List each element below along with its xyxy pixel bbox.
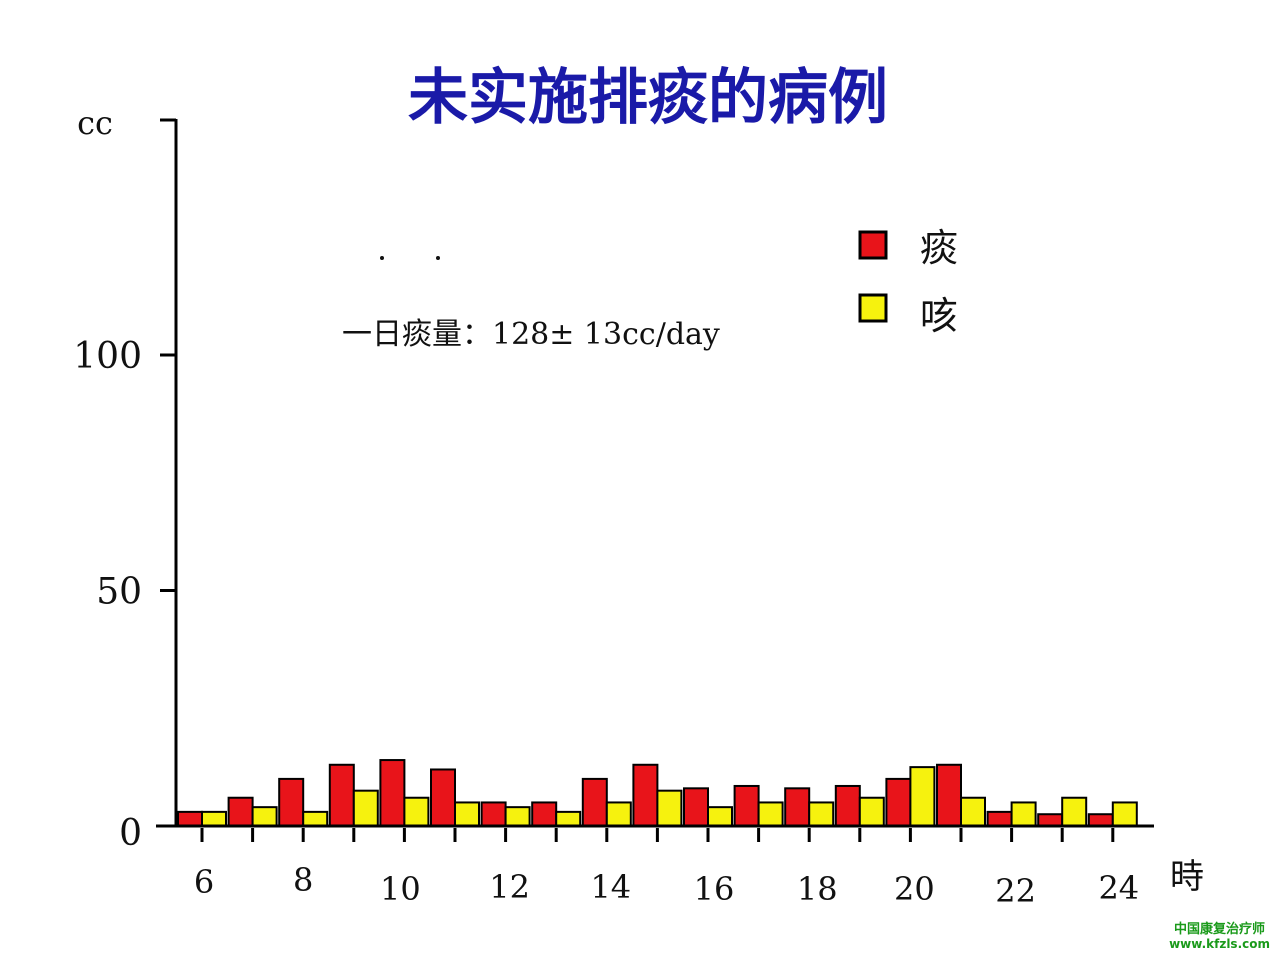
bar-sputum-17 [733,784,760,828]
bar-sputum-8 [278,777,305,828]
bar-cough-23 [1061,796,1088,827]
bar-sputum-10 [379,759,406,827]
x-tick-label: 6 [194,863,214,901]
x-ticks-group: 6 8 10 12 14 16 18 20 22 24 [194,828,1139,910]
bar-sputum-21 [936,763,962,828]
bar-cough-24 [1111,801,1138,828]
legend-label-sputum: 痰 [920,226,958,270]
bar-sputum-18 [784,787,811,828]
bar-cough-13 [555,810,582,827]
x-tick-label: 16 [694,870,735,908]
bar-sputum-12 [480,801,507,828]
legend: 痰 咳 [858,226,958,338]
legend-label-cough: 咳 [920,294,958,338]
watermark-name: 中国康复治疗师 [1174,922,1266,937]
y-axis-label: cc [77,104,113,142]
bar-sputum-7 [227,796,254,827]
watermark: 中国康复治疗师 www.kfzls.com [1169,922,1270,952]
y-tick-label: 0 [119,813,142,854]
chart-title: 未实施排痰的病例 [408,63,888,133]
x-tick-label: 24 [1098,869,1139,907]
bar-sputum-22 [986,810,1013,827]
watermark-url: www.kfzls.com [1169,937,1270,951]
bar-sputum-24 [1087,813,1114,827]
x-tick-label: 12 [489,868,530,906]
bar-cough-15 [656,789,683,827]
bar-cough-20 [909,766,936,827]
bar-cough-11 [454,801,480,828]
bar-sputum-15 [632,763,659,828]
daily-sputum-annotation: 一日痰量：128± 13cc/day [342,317,720,352]
decorative-dot [436,256,440,260]
bar-cough-21 [960,796,986,827]
y-tick-label: 100 [73,336,142,377]
x-tick-label: 10 [380,870,421,908]
legend-swatch-sputum [858,230,888,260]
y-ticks-group: 0 50 100 [73,118,176,854]
x-axis-label: 時 [1170,857,1204,897]
bar-cough-6 [201,810,227,827]
y-tick-label: 50 [96,572,142,613]
bars-group [177,759,1138,828]
bar-cough-17 [757,801,784,828]
bar-sputum-14 [581,777,608,828]
bar-cough-18 [808,801,835,828]
bar-cough-9 [352,789,379,827]
legend-swatch-cough [858,293,888,323]
bar-sputum-19 [834,784,861,828]
bar-cough-10 [403,796,430,827]
x-tick-label: 22 [995,872,1036,910]
x-tick-label: 18 [797,870,838,908]
bar-sputum-11 [430,768,456,827]
bar-sputum-6 [177,810,203,827]
bar-sputum-16 [683,787,709,828]
bar-sputum-20 [885,777,912,828]
bar-cough-12 [504,806,531,827]
bar-sputum-23 [1037,813,1064,827]
x-tick-label: 14 [590,868,631,906]
bar-sputum-9 [328,763,355,828]
decorative-dot [380,256,384,260]
bar-cough-7 [251,806,278,827]
bar-cough-16 [707,806,733,827]
bar-cough-8 [302,810,329,827]
bar-sputum-13 [531,801,558,828]
bar-cough-14 [605,801,632,828]
bar-cough-22 [1010,801,1037,828]
x-tick-label: 20 [894,870,935,908]
x-tick-label: 8 [293,861,313,899]
bar-cough-19 [858,796,885,827]
